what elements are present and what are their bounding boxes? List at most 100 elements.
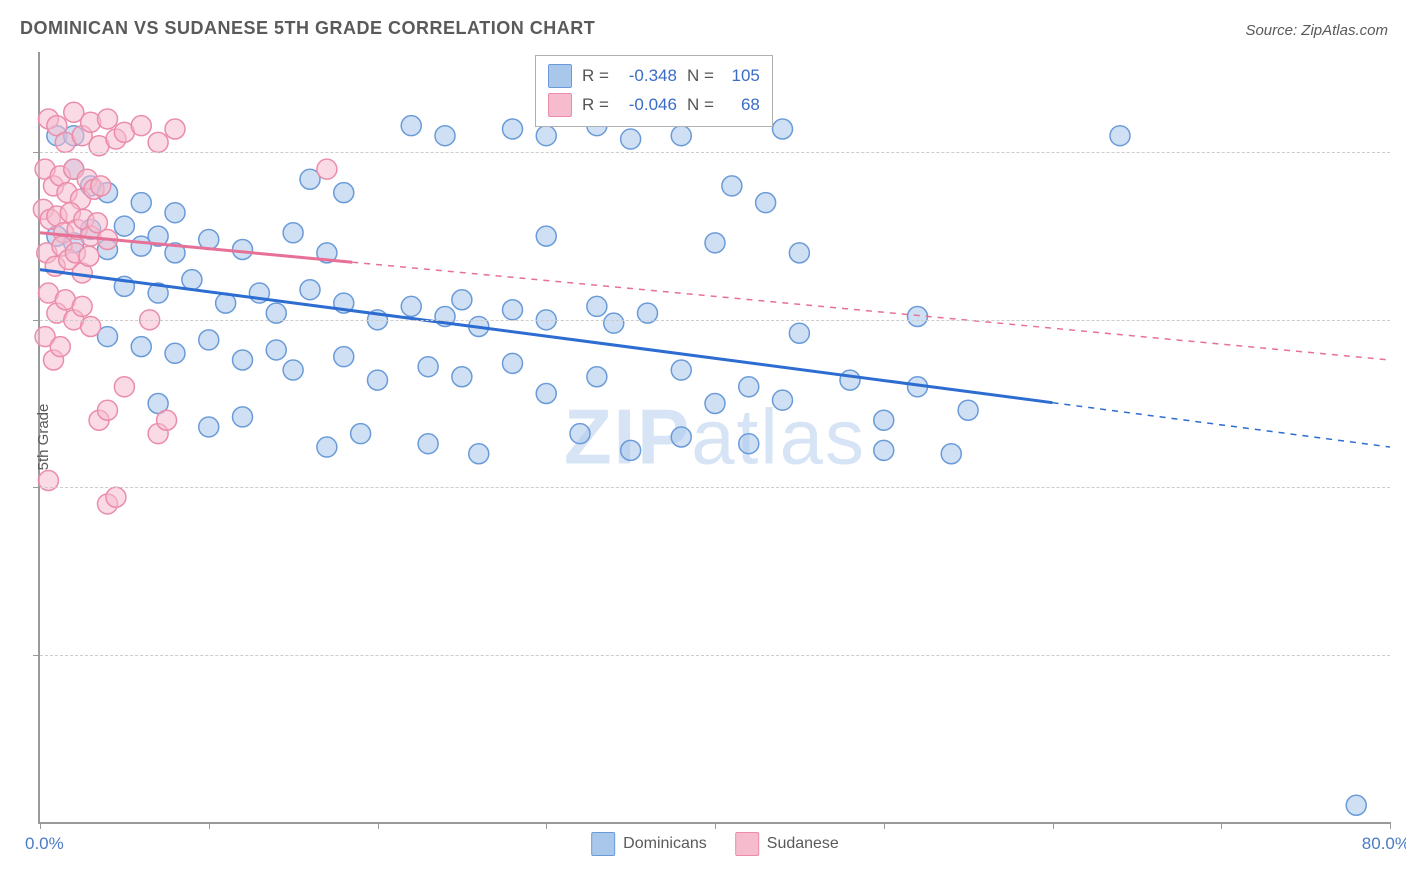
data-point — [536, 126, 556, 146]
data-point — [722, 176, 742, 196]
data-point — [317, 437, 337, 457]
gridline-h — [40, 655, 1390, 656]
data-point — [604, 313, 624, 333]
data-point — [739, 377, 759, 397]
data-point — [165, 343, 185, 363]
data-point — [148, 132, 168, 152]
plot-svg — [40, 52, 1390, 822]
data-point — [131, 116, 151, 136]
rn-legend-row: R =-0.348N =105 — [548, 62, 760, 91]
r-value: -0.348 — [619, 62, 677, 91]
legend-label: Sudanese — [767, 835, 839, 853]
data-point — [452, 367, 472, 387]
data-point — [773, 119, 793, 139]
data-point — [705, 394, 725, 414]
data-point — [401, 296, 421, 316]
x-tick-mark — [1221, 822, 1222, 829]
data-point — [739, 434, 759, 454]
legend-label: Dominicans — [623, 835, 707, 853]
data-point — [351, 424, 371, 444]
data-point — [536, 383, 556, 403]
data-point — [72, 296, 92, 316]
data-point — [536, 226, 556, 246]
data-point — [131, 337, 151, 357]
legend-swatch — [591, 832, 615, 856]
data-point — [233, 350, 253, 370]
data-point — [300, 280, 320, 300]
data-point — [368, 370, 388, 390]
data-point — [114, 377, 134, 397]
data-point — [621, 129, 641, 149]
gridline-h — [40, 152, 1390, 153]
r-value: -0.046 — [619, 91, 677, 120]
data-point — [182, 270, 202, 290]
data-point — [570, 424, 590, 444]
x-tick-mark — [1053, 822, 1054, 829]
data-point — [79, 246, 99, 266]
legend-item: Sudanese — [735, 832, 839, 856]
data-point — [199, 229, 219, 249]
data-point — [106, 487, 126, 507]
legend-swatch — [548, 64, 572, 88]
data-point — [503, 353, 523, 373]
x-tick-mark — [378, 822, 379, 829]
y-tick-mark — [33, 487, 40, 488]
data-point — [334, 347, 354, 367]
data-point — [671, 126, 691, 146]
data-point — [283, 223, 303, 243]
x-axis-max-label: 80.0% — [1362, 834, 1406, 854]
data-point — [114, 216, 134, 236]
x-tick-mark — [546, 822, 547, 829]
data-point — [756, 193, 776, 213]
y-tick-mark — [33, 320, 40, 321]
y-tick-mark — [33, 152, 40, 153]
data-point — [840, 370, 860, 390]
data-point — [418, 357, 438, 377]
data-point — [705, 233, 725, 253]
x-tick-mark — [715, 822, 716, 829]
data-point — [317, 159, 337, 179]
gridline-h — [40, 320, 1390, 321]
chart-container: DOMINICAN VS SUDANESE 5TH GRADE CORRELAT… — [0, 0, 1406, 892]
x-axis-min-label: 0.0% — [25, 834, 64, 854]
legend-swatch — [548, 93, 572, 117]
data-point — [958, 400, 978, 420]
data-point — [621, 440, 641, 460]
x-tick-mark — [40, 822, 41, 829]
data-point — [418, 434, 438, 454]
legend-swatch — [735, 832, 759, 856]
data-point — [233, 407, 253, 427]
r-label: R = — [582, 91, 609, 120]
data-point — [789, 323, 809, 343]
rn-legend-row: R =-0.046N =68 — [548, 91, 760, 120]
data-point — [503, 300, 523, 320]
data-point — [452, 290, 472, 310]
bottom-legend: Dominicans Sudanese — [591, 832, 839, 856]
data-point — [165, 203, 185, 223]
data-point — [671, 360, 691, 380]
data-point — [157, 410, 177, 430]
data-point — [773, 390, 793, 410]
data-point — [98, 109, 118, 129]
data-point — [266, 340, 286, 360]
data-point — [233, 240, 253, 260]
data-point — [587, 367, 607, 387]
data-point — [908, 306, 928, 326]
data-point — [503, 119, 523, 139]
data-point — [671, 427, 691, 447]
gridline-h — [40, 487, 1390, 488]
x-tick-mark — [209, 822, 210, 829]
data-point — [199, 330, 219, 350]
data-point — [587, 296, 607, 316]
data-point — [1346, 795, 1366, 815]
source-label: Source: ZipAtlas.com — [1245, 22, 1388, 39]
n-label: N = — [687, 62, 714, 91]
chart-title: DOMINICAN VS SUDANESE 5TH GRADE CORRELAT… — [20, 18, 595, 39]
data-point — [91, 176, 111, 196]
n-label: N = — [687, 91, 714, 120]
x-tick-mark — [884, 822, 885, 829]
x-tick-mark — [1390, 822, 1391, 829]
data-point — [435, 126, 455, 146]
data-point — [469, 444, 489, 464]
data-point — [283, 360, 303, 380]
